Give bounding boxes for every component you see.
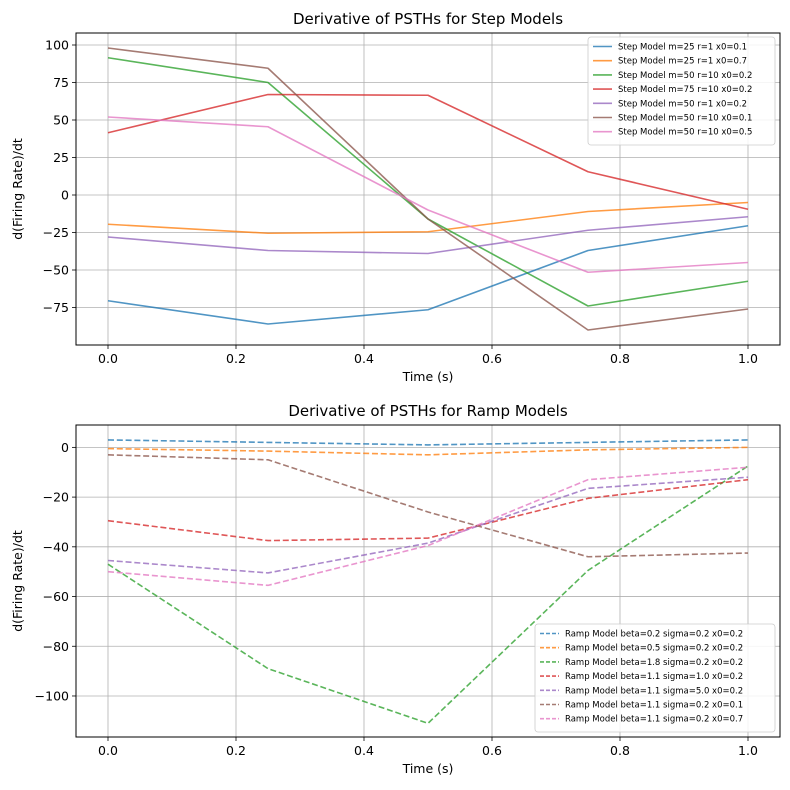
subplot-2: 0.0 0.2 0.4 0.6 0.8 1.0 −100 −80 −60 −40 −20 0 Deriv…: [10, 402, 781, 776]
subplot-1: 0.0 0.2 0.4 0.6 0.8 1.0 −75 −50 −25 0 25 50 75 100 Der…: [10, 10, 781, 384]
y-tick-label: 50: [53, 113, 69, 128]
x-tick-label: 0.8: [610, 351, 630, 366]
y-axis-label: d(Firing Rate)/dt: [10, 530, 25, 632]
x-tick-label: 0.0: [98, 351, 118, 366]
y-tick-label: −20: [43, 490, 69, 505]
legend-box: [534, 623, 776, 733]
legend: Ramp Model beta=0.2 sigma=0.2 x0=0.2 Ramp…: [534, 623, 776, 733]
x-tick-label: 0.0: [98, 743, 118, 758]
series-line-1: [107, 224, 749, 325]
legend-label: Ramp Model beta=1.1 sigma=0.2 x0=0.7: [565, 715, 743, 725]
legend-label: Step Model m=50 r=1 x0=0.2: [618, 99, 747, 109]
legend-label: Ramp Model beta=0.2 sigma=0.2 x0=0.2: [565, 630, 743, 640]
series-group: [107, 439, 749, 725]
legend: Step Model m=25 r=1 x0=0.1 Step Model m=2…: [587, 36, 776, 146]
x-tick-label: 0.2: [226, 351, 246, 366]
x-axis-label: Time (s): [402, 761, 454, 776]
series-group: [107, 47, 749, 331]
y-tick-label: −80: [43, 639, 69, 654]
series-line-3: [107, 465, 749, 725]
x-tick-label: 0.8: [610, 743, 630, 758]
legend-box: [587, 36, 776, 146]
chart-title: Derivative of PSTHs for Ramp Models: [288, 402, 568, 420]
legend-label: Ramp Model beta=1.1 sigma=0.2 x0=0.1: [565, 701, 743, 711]
legend-label: Step Model m=50 r=10 x0=0.2: [618, 71, 752, 81]
series-line-4: [107, 93, 749, 211]
x-tick-label: 0.6: [482, 351, 502, 366]
x-tick-label: 1.0: [738, 351, 758, 366]
x-tick-label: 0.2: [226, 743, 246, 758]
chart-title: Derivative of PSTHs for Step Models: [293, 10, 563, 28]
legend-label: Ramp Model beta=1.1 sigma=1.0 x0=0.2: [565, 672, 743, 682]
legend-label: Step Model m=50 r=10 x0=0.1: [618, 114, 752, 124]
y-tick-label: −50: [43, 263, 69, 278]
y-tick-label: −100: [35, 688, 69, 703]
x-tick-label: 0.4: [354, 351, 374, 366]
legend-label: Step Model m=75 r=10 x0=0.2: [618, 85, 752, 95]
legend-label: Ramp Model beta=1.8 sigma=0.2 x0=0.2: [565, 658, 743, 668]
legend-label: Ramp Model beta=1.1 sigma=5.0 x0=0.2: [565, 686, 743, 696]
legend-label: Step Model m=50 r=10 x0=0.5: [618, 128, 752, 138]
series-line-4: [107, 478, 749, 542]
x-tick-label: 1.0: [738, 743, 758, 758]
y-tick-label: −25: [43, 225, 69, 240]
y-tick-label: −60: [43, 589, 69, 604]
y-tick-label: 0: [61, 440, 69, 455]
legend-label: Step Model m=25 r=1 x0=0.1: [618, 43, 747, 53]
y-tick-label: −40: [43, 539, 69, 554]
legend-label: Step Model m=25 r=1 x0=0.7: [618, 57, 747, 67]
x-tick-label: 0.6: [482, 743, 502, 758]
series-line-5: [107, 476, 749, 574]
x-axis-label: Time (s): [402, 369, 454, 384]
series-line-6: [107, 47, 749, 331]
y-tick-label: −75: [43, 300, 69, 315]
y-tick-label: 0: [61, 188, 69, 203]
series-line-2: [107, 446, 749, 456]
y-axis-label: d(Firing Rate)/dt: [10, 138, 25, 240]
y-tick-label: 75: [53, 75, 69, 90]
x-tick-label: 0.4: [354, 743, 374, 758]
series-line-7: [107, 466, 749, 587]
axes-frame: [75, 424, 781, 738]
series-line-7: [107, 116, 749, 274]
y-tick-label: 25: [53, 150, 69, 165]
series-line-5: [107, 215, 749, 255]
y-tick-label: 100: [45, 38, 69, 53]
series-line-2: [107, 201, 749, 235]
axes-frame: [75, 32, 781, 346]
series-line-6: [107, 454, 749, 558]
legend-label: Ramp Model beta=0.5 sigma=0.2 x0=0.2: [565, 644, 743, 654]
series-line-1: [107, 439, 749, 446]
